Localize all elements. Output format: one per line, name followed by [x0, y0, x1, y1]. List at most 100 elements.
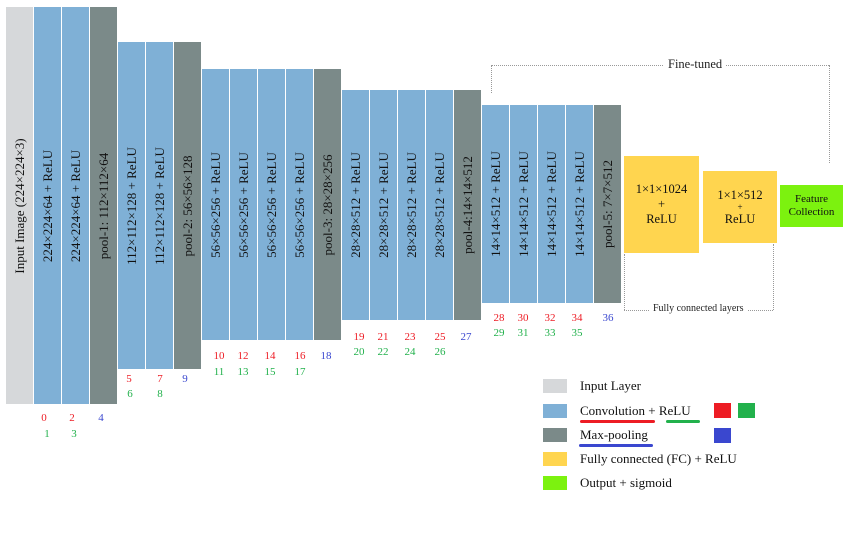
conv-block-7: 56×56×256 + ReLU: [258, 69, 285, 340]
conv-block-label: 14×14×512 + ReLU: [543, 151, 559, 257]
layer-index: 7: [157, 373, 163, 385]
conv-block-label: 28×28×512 + ReLU: [347, 152, 363, 258]
conv-block-label: 56×56×256 + ReLU: [235, 151, 251, 258]
conv-block-14: 14×14×512 + ReLU: [510, 105, 537, 303]
conv-block-16: 14×14×512 + ReLU: [566, 105, 593, 303]
fine-tuned-bracket-left: [491, 65, 492, 93]
conv-block-label: 56×56×256 + ReLU: [291, 151, 307, 258]
legend-square-blue: [714, 428, 731, 443]
layer-index: 20: [353, 346, 365, 358]
fine-tuned-bracket-top: [491, 65, 829, 66]
layer-index: 5: [126, 373, 132, 385]
conv-block-label: 112×112×128 + ReLU: [151, 146, 167, 265]
legend-label-input: Input Layer: [580, 378, 642, 393]
layer-index: 24: [404, 346, 416, 358]
conv-block-label: 112×112×128 + ReLU: [123, 146, 139, 265]
legend-swatch-pool: [543, 428, 567, 442]
conv-block-9: 28×28×512 + ReLU: [342, 90, 369, 320]
legend-swatch-conv: [543, 404, 567, 418]
legend-item-pool: Max-pooling: [543, 427, 723, 447]
legend-label-conv-b: +: [645, 403, 659, 418]
fc-layer-1-line2: +: [657, 197, 666, 211]
layer-index: 10: [213, 350, 225, 362]
legend-label-fc: Fully connected (FC) + ReLU: [580, 451, 737, 466]
conv-block-3: 112×112×128 + ReLU: [118, 42, 145, 369]
layer-index: 33: [544, 327, 556, 339]
conv-block-label: 56×56×256 + ReLU: [263, 151, 279, 258]
layer-index: 12: [237, 350, 249, 362]
legend-swatch-fc: [543, 452, 567, 466]
layer-index: 35: [571, 327, 583, 339]
legend-square-green: [738, 403, 755, 418]
layer-index: 6: [127, 388, 133, 400]
input-layer-label: Input Image (224×224×3): [11, 137, 27, 274]
legend-underline-conv: [580, 420, 655, 423]
output-block-text: Feature Collection: [789, 193, 835, 219]
fully-connected-label: Fully connected layers: [650, 303, 747, 314]
fc-layer-2-line3: ReLU: [724, 211, 756, 226]
fine-tuned-label: Fine-tuned: [664, 57, 727, 72]
layer-index: 36: [602, 312, 614, 324]
conv-block-label: 14×14×512 + ReLU: [515, 151, 531, 257]
conv-block-11: 28×28×512 + ReLU: [398, 90, 425, 320]
fc-bracket-right: [773, 244, 774, 310]
fc-layer-2-text: 1×1×512 + ReLU: [717, 188, 762, 227]
conv-block-8: 56×56×256 + ReLU: [286, 69, 313, 340]
layer-index: 13: [237, 366, 249, 378]
pool-block-5: pool-5: 7×7×512: [594, 105, 621, 303]
legend-square-red: [714, 403, 731, 418]
fc-layer-1: 1×1×1024 + ReLU: [624, 156, 699, 253]
fc-layer-2-line1: 1×1×512: [717, 187, 763, 202]
layer-index: 14: [264, 350, 276, 362]
pool-block-label: pool-2: 56×56×128: [179, 155, 195, 256]
fc-layer-1-line1: 1×1×1024: [635, 182, 688, 196]
layer-index: 26: [434, 346, 446, 358]
conv-block-12: 28×28×512 + ReLU: [426, 90, 453, 320]
legend-item-conv: Convolution + ReLU: [543, 403, 763, 423]
pool-block-3: pool-3: 28×28×256: [314, 69, 341, 340]
layer-index: 16: [294, 350, 306, 362]
fc-layer-1-text: 1×1×1024 + ReLU: [636, 182, 688, 227]
layer-index: 9: [182, 373, 188, 385]
conv-block-6: 56×56×256 + ReLU: [230, 69, 257, 340]
fc-layer-2-line2: +: [737, 201, 743, 212]
pool-block-1: pool-1: 112×112×64: [90, 7, 117, 404]
legend-label-output: Output + sigmoid: [580, 475, 672, 490]
legend-label-conv: Convolution + ReLU: [580, 403, 691, 419]
layer-index: 31: [517, 327, 529, 339]
legend-underline-pool: [579, 444, 653, 447]
legend-swatch-input: [543, 379, 567, 393]
conv-block-10: 28×28×512 + ReLU: [370, 90, 397, 320]
input-layer-block: Input Image (224×224×3): [6, 7, 33, 404]
conv-block-1: 224×224×64 + ReLU: [34, 7, 61, 404]
output-block-line2: Collection: [788, 206, 835, 218]
layer-index: 3: [71, 428, 77, 440]
conv-block-13: 14×14×512 + ReLU: [482, 105, 509, 303]
layer-index: 0: [41, 412, 47, 424]
layer-index: 2: [69, 412, 75, 424]
layer-index: 18: [320, 350, 332, 362]
legend-label-pool: Max-pooling: [580, 427, 648, 442]
layer-index: 21: [377, 331, 389, 343]
pool-block-label: pool-1: 112×112×64: [95, 152, 111, 259]
conv-block-label: 28×28×512 + ReLU: [375, 152, 391, 258]
layer-index: 27: [460, 331, 472, 343]
conv-block-label: 14×14×512 + ReLU: [571, 151, 587, 257]
layer-index: 29: [493, 327, 505, 339]
layer-index: 23: [404, 331, 416, 343]
layer-index: 28: [493, 312, 505, 324]
conv-block-5: 56×56×256 + ReLU: [202, 69, 229, 340]
conv-block-label: 14×14×512 + ReLU: [487, 151, 503, 257]
conv-block-15: 14×14×512 + ReLU: [538, 105, 565, 303]
pool-block-label: pool-5: 7×7×512: [599, 160, 615, 248]
legend-underline-relu: [666, 420, 700, 423]
pool-block-label: pool-3: 28×28×256: [319, 154, 335, 255]
pool-block-4: pool-4:14×14×512: [454, 90, 481, 320]
fc-bracket-left: [624, 254, 625, 310]
conv-block-label: 224×224×64 + ReLU: [67, 149, 83, 262]
conv-block-label: 28×28×512 + ReLU: [431, 152, 447, 258]
layer-index: 8: [157, 388, 163, 400]
layer-index: 11: [213, 366, 225, 378]
fc-layer-1-line3: ReLU: [646, 212, 677, 226]
